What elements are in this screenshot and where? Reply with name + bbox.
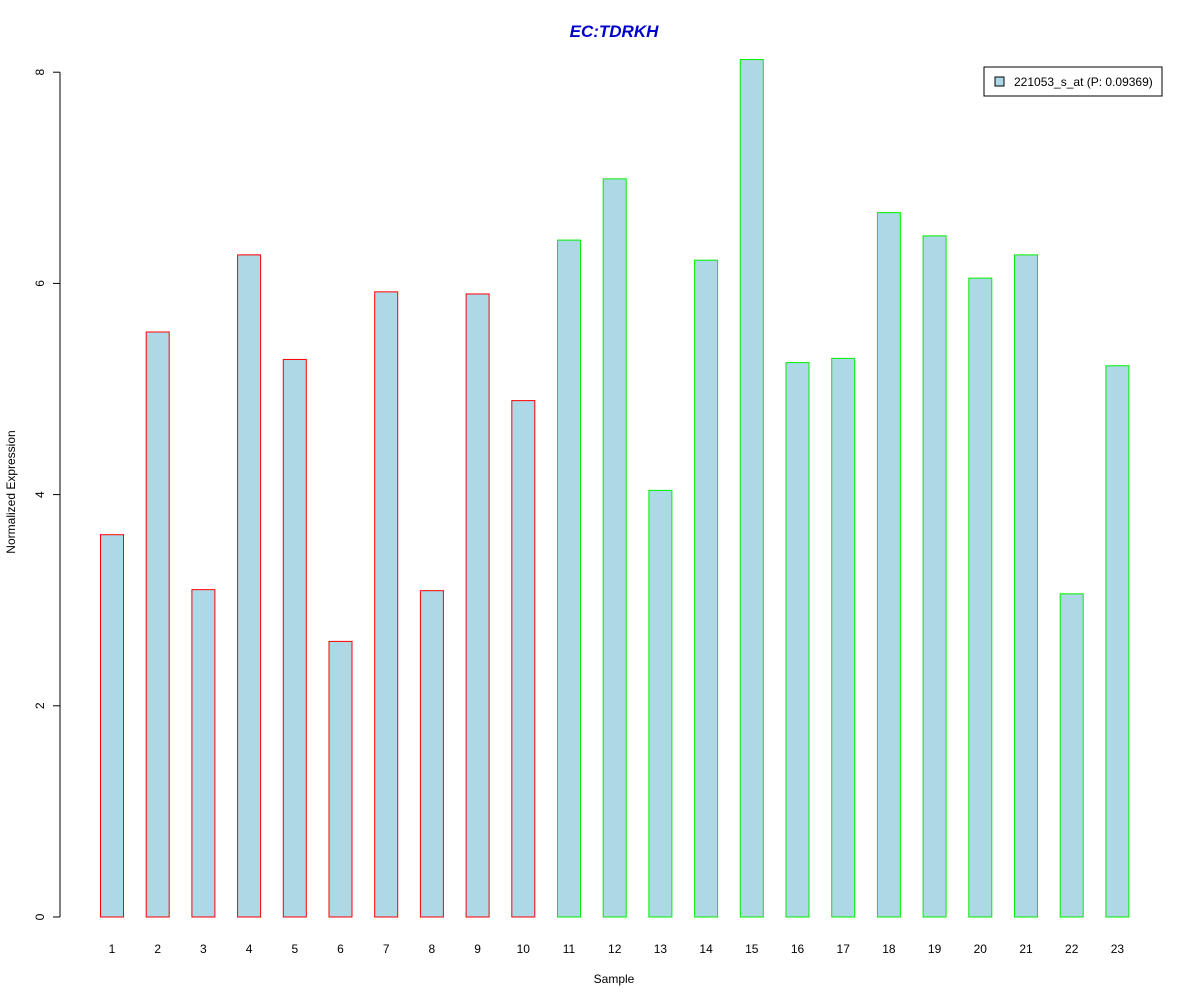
- y-tick-label: 6: [33, 280, 47, 287]
- x-tick-label: 18: [882, 942, 896, 956]
- bar: [374, 291, 399, 918]
- bar: [1105, 365, 1130, 918]
- bar: [511, 400, 536, 918]
- bar: [648, 489, 673, 918]
- x-tick-label: 14: [699, 942, 713, 956]
- bar: [465, 293, 490, 918]
- bar: [602, 178, 627, 918]
- bar: [739, 59, 764, 918]
- x-tick-label: 22: [1065, 942, 1079, 956]
- x-tick-label: 23: [1111, 942, 1125, 956]
- x-tick-label: 4: [246, 942, 253, 956]
- x-tick-label: 5: [291, 942, 298, 956]
- bar: [282, 358, 307, 918]
- bar: [328, 640, 353, 918]
- legend-label: 221053_s_at (P: 0.09369): [1014, 75, 1153, 89]
- bar: [831, 357, 856, 918]
- x-tick-label: 15: [745, 942, 759, 956]
- bar: [237, 254, 262, 918]
- bars: [100, 59, 1130, 918]
- x-tick-label: 7: [383, 942, 390, 956]
- y-tick-label: 2: [33, 702, 47, 709]
- x-tick-label: 13: [654, 942, 668, 956]
- x-tick-label: 6: [337, 942, 344, 956]
- x-tick-label: 12: [608, 942, 622, 956]
- y-tick-label: 4: [33, 491, 47, 498]
- chart-title: EC:TDRKH: [570, 22, 659, 41]
- y-axis-label: Normalized Expression: [4, 430, 18, 553]
- x-tick-label: 11: [563, 942, 576, 956]
- y-axis: 0 2 4 6 8: [33, 69, 61, 920]
- x-tick-label: 1: [109, 942, 116, 956]
- x-tick-label: 3: [200, 942, 207, 956]
- x-tick-label: 21: [1019, 942, 1033, 956]
- x-tick-label: 20: [974, 942, 988, 956]
- y-tick-label: 8: [33, 69, 47, 76]
- bar: [100, 534, 124, 918]
- legend: 221053_s_at (P: 0.09369): [983, 66, 1163, 97]
- bar: [557, 239, 581, 918]
- x-tick-label: 9: [474, 942, 481, 956]
- bar: [785, 362, 810, 918]
- bar: [876, 212, 901, 918]
- y-tick-label: 0: [33, 913, 47, 920]
- x-tick-labels: 1 2 3 4 5 6 7 8 9 10 11 12 13 14 15 16 17 18 19 20 21 22 23: [109, 942, 1125, 956]
- bar: [191, 589, 216, 918]
- x-tick-label: 17: [837, 942, 851, 956]
- x-tick-label: 2: [154, 942, 161, 956]
- bar: [922, 235, 947, 918]
- bar: [968, 277, 993, 918]
- bar: [1059, 593, 1084, 918]
- x-tick-label: 10: [517, 942, 531, 956]
- x-tick-label: 19: [928, 942, 942, 956]
- x-tick-label: 8: [429, 942, 436, 956]
- bar: [145, 331, 170, 918]
- bar: [694, 259, 719, 918]
- bar: [1014, 254, 1038, 918]
- bar: [419, 590, 444, 918]
- x-tick-label: 16: [791, 942, 805, 956]
- legend-box: [983, 66, 1163, 97]
- x-axis-label: Sample: [594, 972, 635, 986]
- legend-swatch: [994, 76, 1005, 87]
